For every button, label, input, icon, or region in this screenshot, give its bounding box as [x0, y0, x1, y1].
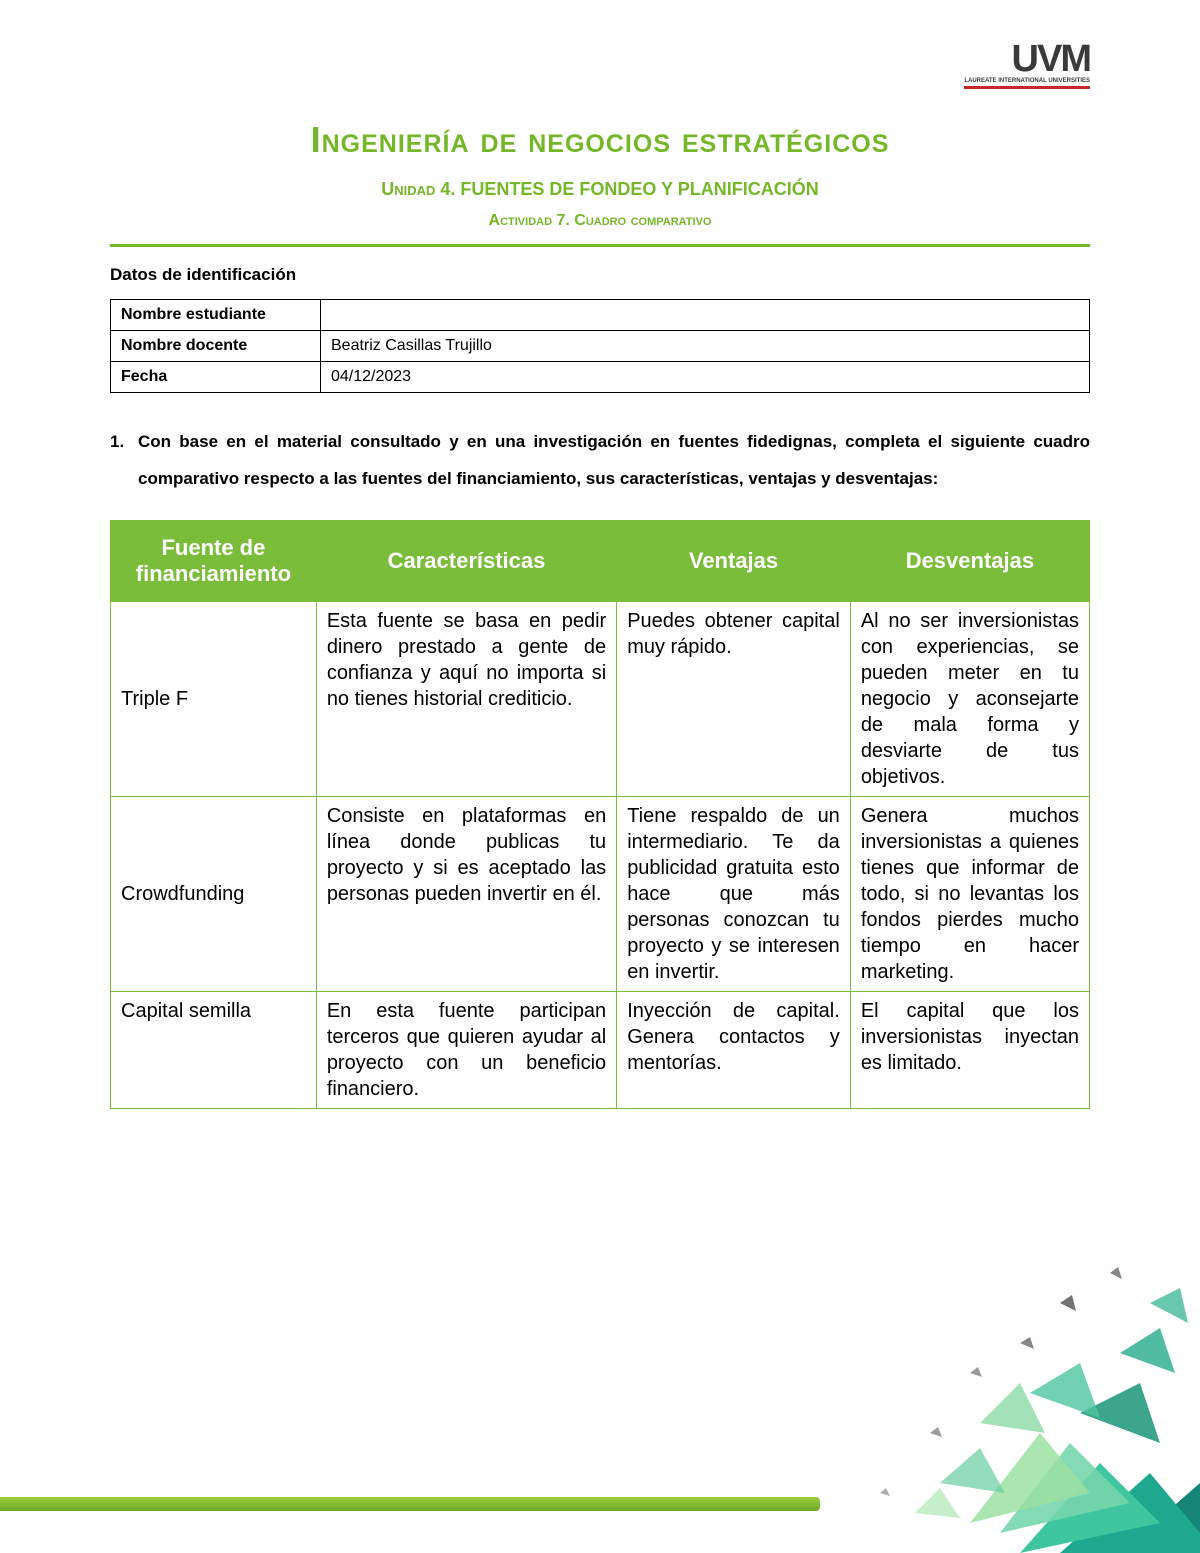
- table-row: Capital semilla En esta fuente participa…: [111, 991, 1090, 1108]
- cell-source: Capital semilla: [111, 991, 317, 1108]
- cell-source: Crowdfunding: [111, 796, 317, 991]
- table-row: Crowdfunding Consiste en plataformas en …: [111, 796, 1090, 991]
- cell-advantages: Inyección de capital. Genera contactos y…: [617, 991, 851, 1108]
- col-header-disadvantages: Desventajas: [850, 520, 1089, 601]
- instruction-number: 1.: [110, 423, 138, 460]
- cell-characteristics: Consiste en plataformas en línea donde p…: [316, 796, 616, 991]
- cell-source: Triple F: [111, 601, 317, 796]
- identification-table: Nombre estudiante Nombre docente Beatriz…: [110, 299, 1090, 393]
- instruction-body: Con base en el material consultado y en …: [138, 432, 1090, 488]
- id-section-label: Datos de identificación: [110, 265, 1090, 285]
- comparison-table: Fuente de financiamiento Características…: [110, 520, 1090, 1109]
- id-value: 04/12/2023: [321, 362, 1090, 393]
- id-label: Nombre docente: [111, 331, 321, 362]
- cell-advantages: Tiene respaldo de un intermediario. Te d…: [617, 796, 851, 991]
- id-label: Fecha: [111, 362, 321, 393]
- cell-advantages: Puedes obtener capital muy rápido.: [617, 601, 851, 796]
- divider-rule: [110, 244, 1090, 247]
- cell-characteristics: Esta fuente se basa en pedir dinero pres…: [316, 601, 616, 796]
- id-value: [321, 300, 1090, 331]
- page-title: Ingeniería de negocios estratégicos: [110, 119, 1090, 161]
- table-header-row: Fuente de financiamiento Características…: [111, 520, 1090, 601]
- activity-subtitle: Actividad 7. Cuadro comparativo: [110, 212, 1090, 230]
- table-row: Nombre estudiante: [111, 300, 1090, 331]
- uvm-logo: UVM LAUREATE INTERNATIONAL UNIVERSITIES: [964, 40, 1090, 89]
- logo-text: UVM: [1012, 38, 1090, 80]
- col-header-source: Fuente de financiamiento: [111, 520, 317, 601]
- footer-green-bar: [0, 1497, 820, 1511]
- cell-disadvantages: El capital que los inversionistas inyect…: [850, 991, 1089, 1108]
- col-header-characteristics: Características: [316, 520, 616, 601]
- corner-art-icon: [820, 1233, 1200, 1553]
- cell-disadvantages: Al no ser inversionistas con experiencia…: [850, 601, 1089, 796]
- unit-subtitle: Unidad 4. FUENTES DE FONDEO Y PLANIFICAC…: [110, 179, 1090, 200]
- id-label: Nombre estudiante: [111, 300, 321, 331]
- logo-subtext: LAUREATE INTERNATIONAL UNIVERSITIES: [964, 78, 1090, 84]
- cell-characteristics: En esta fuente participan terceros que q…: [316, 991, 616, 1108]
- cell-disadvantages: Genera muchos inversionistas a quienes t…: [850, 796, 1089, 991]
- instruction-text: 1.Con base en el material consultado y e…: [110, 423, 1090, 498]
- logo-container: UVM LAUREATE INTERNATIONAL UNIVERSITIES: [110, 40, 1090, 89]
- table-row: Nombre docente Beatriz Casillas Trujillo: [111, 331, 1090, 362]
- table-row: Fecha 04/12/2023: [111, 362, 1090, 393]
- id-value: Beatriz Casillas Trujillo: [321, 331, 1090, 362]
- col-header-advantages: Ventajas: [617, 520, 851, 601]
- table-row: Triple F Esta fuente se basa en pedir di…: [111, 601, 1090, 796]
